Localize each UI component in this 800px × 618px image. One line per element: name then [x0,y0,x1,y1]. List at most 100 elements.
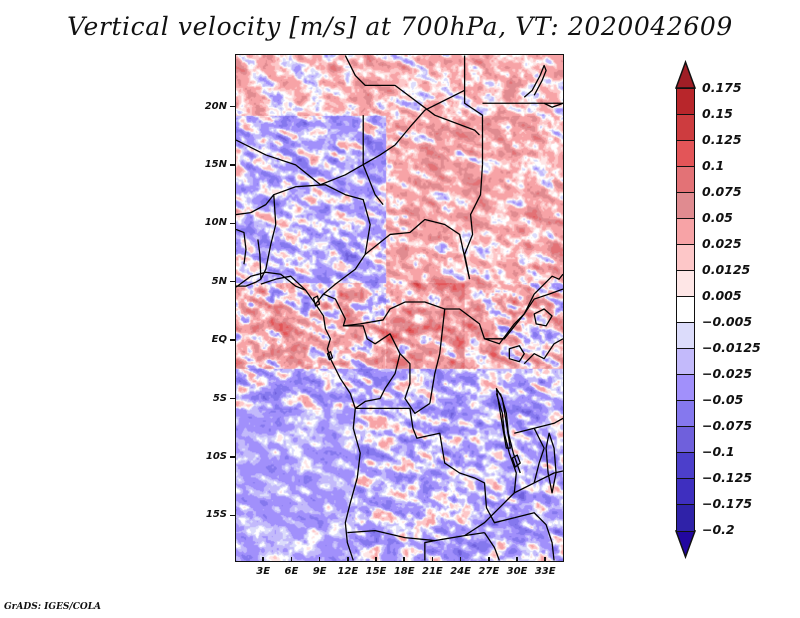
y-tick-label: EQ [211,334,227,346]
y-tick-label: 10N [204,217,227,229]
y-tick-mark [230,280,235,283]
border-line [514,512,555,561]
border-line [543,102,563,108]
y-tick-mark [230,514,235,517]
colorbar-swatch [676,218,695,246]
border-line [483,532,500,561]
border-line [464,470,563,537]
colorbar-swatch [676,192,695,220]
colorbar-swatch [676,504,695,532]
x-tick-mark [262,557,264,562]
border-line [484,288,563,340]
lake-outline [508,345,525,363]
coastline [236,271,306,291]
colorbar-label: 0.1 [702,158,725,173]
x-tick-mark [431,557,434,562]
border-line [323,293,525,345]
colorbar-label: −0.175 [702,496,753,511]
colorbar-label: 0.005 [702,288,742,303]
border-line [236,194,277,280]
colorbar-label: 0.025 [702,236,742,251]
colorbar-label: −0.1 [702,444,735,459]
border-line [533,427,545,484]
border-line [429,308,446,404]
y-tick-label: 15N [204,158,227,170]
x-tick-label: 27E [478,566,500,577]
coastline [314,303,356,409]
border-line [355,407,515,524]
x-tick-mark [459,557,462,562]
colorbar-label: −0.0125 [702,340,761,355]
border-line [523,338,563,365]
lake-outline [326,351,334,361]
coastline [523,64,547,98]
colorbar-label: 0.05 [702,210,733,225]
colorbar-swatch [676,88,695,116]
x-tick-mark [516,557,518,562]
border-line [236,89,465,186]
colorbar-swatch [676,426,695,454]
y-tick-label: 15S [205,509,227,521]
lake-outline [312,295,321,307]
border-line [347,529,485,542]
border-line [523,273,563,315]
x-tick-label: 3E [256,566,271,577]
border-line [399,353,431,415]
colorbar-swatch [676,348,695,376]
y-tick-label: 10S [205,450,227,462]
x-tick-mark [375,557,377,562]
colorbar-swatch [676,166,695,194]
colorbar-swatch [676,244,695,272]
border-line [343,325,401,409]
y-tick-label: 5N [211,275,227,287]
colorbar-swatch [676,322,695,350]
colorbar-swatch [676,270,695,298]
colorbar-lower-arrow [674,530,697,560]
colorbar-swatch [676,452,695,480]
country-borders [236,55,563,561]
colorbar-label: 0.125 [702,132,742,147]
grads-credit: GrADS: IGES/COLA [4,602,102,612]
colorbar-label: −0.05 [702,392,744,407]
colorbar-swatch [676,400,695,428]
border-line [495,393,517,493]
x-tick-label: 12E [337,566,359,577]
border-line [514,417,563,434]
x-tick-label: 30E [506,566,528,577]
lake-outline [511,454,521,468]
x-tick-mark [347,557,349,562]
y-tick-mark [230,164,235,166]
y-tick-mark [230,339,235,341]
border-line [424,539,435,561]
colorbar-label: −0.125 [702,470,753,485]
colorbar-legend: 0.175 0.15 0.125 0.1 0.075 0.05 0.025 0.0125 0.0… [672,59,792,560]
colorbar-label: 0.15 [702,106,733,121]
x-tick-label: 15E [365,566,387,577]
y-tick-label: 5S [212,392,227,404]
x-tick-mark [488,557,490,562]
colorbar-label: −0.005 [702,314,753,329]
border-line [463,55,484,165]
border-line [257,239,262,280]
border-line [344,55,480,136]
colorbar-upper-arrow [674,59,697,89]
colorbar-swatch [676,478,695,506]
colorbar-swatch [676,114,695,142]
x-tick-mark [290,557,293,562]
colorbar-label: 0.0125 [702,262,751,277]
chart-title: Vertical velocity [m/s] at 700hPa, VT: 2… [67,12,733,41]
map-plot-area [235,54,564,562]
border-line [236,278,262,287]
colorbar-swatch [676,374,695,402]
x-tick-label: 9E [312,566,327,577]
lake-outline [495,387,511,449]
y-tick-mark [230,397,235,400]
x-tick-label: 24E [450,566,471,577]
colorbar-label: −0.075 [702,418,753,433]
x-tick-label: 21E [422,566,443,577]
colorbar-label: 0.075 [702,184,742,199]
x-tick-mark [318,557,321,562]
x-tick-label: 18E [393,566,415,577]
colorbar-swatch [676,296,695,324]
coastline [344,408,361,561]
